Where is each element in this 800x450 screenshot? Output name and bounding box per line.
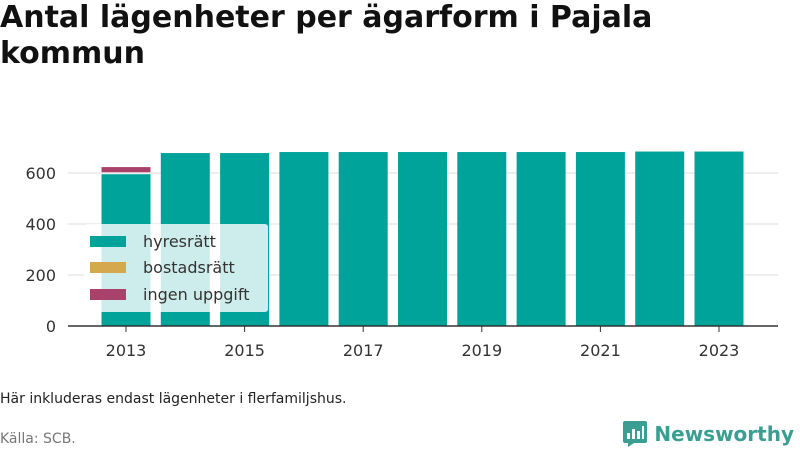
bar-ingen-uppgift xyxy=(101,167,151,173)
bar-hyresrätt xyxy=(279,152,329,326)
newsworthy-logo-icon xyxy=(623,421,648,447)
chart-note: Här inkluderas endast lägenheter i flerf… xyxy=(0,391,347,407)
y-tick-label: 0 xyxy=(46,317,56,336)
x-tick-label: 2021 xyxy=(580,341,621,360)
bar-hyresrätt xyxy=(694,151,744,326)
x-tick-label: 2015 xyxy=(224,341,265,360)
x-tick-label: 2023 xyxy=(699,341,740,360)
legend: hyresrätt bostadsrätt ingen uppgift xyxy=(84,224,268,312)
x-tick-label: 2013 xyxy=(106,341,147,360)
x-tick-label: 2019 xyxy=(461,341,502,360)
chart-source: Källa: SCB. xyxy=(0,431,76,447)
bar-hyresrätt xyxy=(635,151,685,326)
legend-label-hyresratt: hyresrätt xyxy=(143,231,216,251)
chart-title: Antal lägenheter per ägarform i Pajala k… xyxy=(0,0,653,71)
y-tick-label: 600 xyxy=(25,164,56,183)
x-tick-label: 2017 xyxy=(343,341,384,360)
legend-item-hyresratt: hyresrätt xyxy=(90,231,216,251)
legend-item-bostadsratt: bostadsrätt xyxy=(90,257,235,277)
bar-hyresrätt xyxy=(398,152,447,326)
brand-name: Newsworthy xyxy=(654,422,794,446)
legend-label-bostadsratt: bostadsrätt xyxy=(143,257,235,277)
y-tick-label: 400 xyxy=(25,215,56,234)
legend-item-ingen-uppgift: ingen uppgift xyxy=(90,284,250,304)
legend-swatch-bostadsratt xyxy=(90,261,126,273)
legend-swatch-ingen-uppgift xyxy=(90,288,126,300)
legend-swatch-hyresratt xyxy=(90,235,126,247)
bar-hyresrätt xyxy=(338,152,388,326)
bar-hyresrätt xyxy=(457,152,507,326)
bar-hyresrätt xyxy=(516,152,566,326)
bar-chart: 0 200 400 600 2013 2015 2017 2019 2021 2023 xyxy=(25,151,778,360)
legend-label-ingen-uppgift: ingen uppgift xyxy=(143,284,250,304)
brand-logo[interactable]: Newsworthy xyxy=(622,420,794,448)
y-tick-label: 200 xyxy=(25,266,56,285)
bar-hyresrätt xyxy=(575,152,625,326)
